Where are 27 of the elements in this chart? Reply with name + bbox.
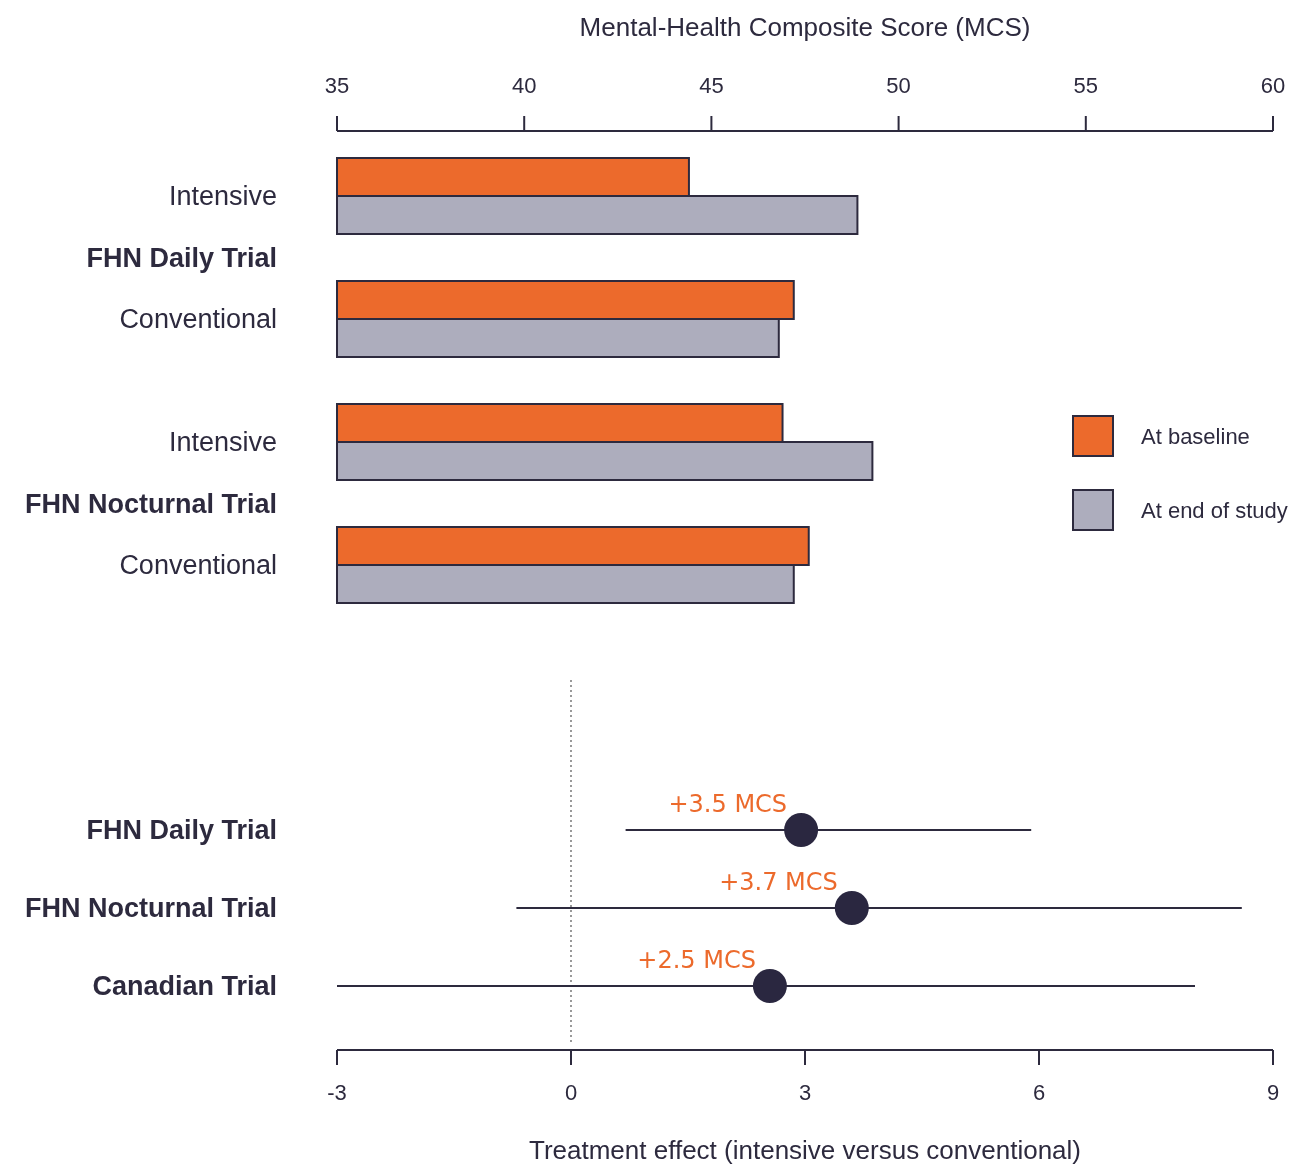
- x-tick-label: 45: [699, 73, 724, 98]
- legend-label: At end of study: [1141, 497, 1288, 523]
- x-tick-label: -3: [327, 1080, 347, 1105]
- x-tick-label: 3: [798, 1080, 812, 1105]
- y-tick-label: Canadian Trial: [92, 971, 277, 1002]
- annotation: +2.5 MCS: [637, 946, 756, 974]
- x-tick-label: 35: [324, 73, 350, 98]
- x-tick-label: 40: [511, 73, 537, 98]
- x-tick-label: 0: [564, 1080, 578, 1105]
- x-axis-title: Mental-Health Composite Score (MCS): [579, 12, 1031, 42]
- legend-label: At baseline: [1141, 423, 1250, 449]
- y-tick-label: FHN Nocturnal Trial: [24, 488, 277, 519]
- x-tick-label: 50: [886, 73, 911, 98]
- y-tick-label: Intensive: [168, 181, 277, 212]
- y-tick-label: FHN Daily Trial: [86, 242, 277, 273]
- y-tick-label: Conventional: [119, 550, 277, 581]
- y-tick-label: FHN Daily Trial: [86, 815, 277, 846]
- x-tick-label: 6: [1032, 1080, 1046, 1105]
- annotation: +3.7 MCS: [719, 868, 838, 896]
- x-tick-label: 60: [1260, 73, 1286, 98]
- x-tick-label: 9: [1266, 1080, 1280, 1105]
- y-tick-label: Conventional: [119, 304, 277, 335]
- y-tick-label: FHN Nocturnal Trial: [24, 893, 277, 924]
- annotation: +3.5 MCS: [668, 790, 788, 818]
- x-axis-title: Treatment effect (intensive versus conventional): [528, 1135, 1082, 1165]
- x-tick-label: 55: [1073, 73, 1099, 98]
- y-tick-label: Intensive: [168, 427, 277, 458]
